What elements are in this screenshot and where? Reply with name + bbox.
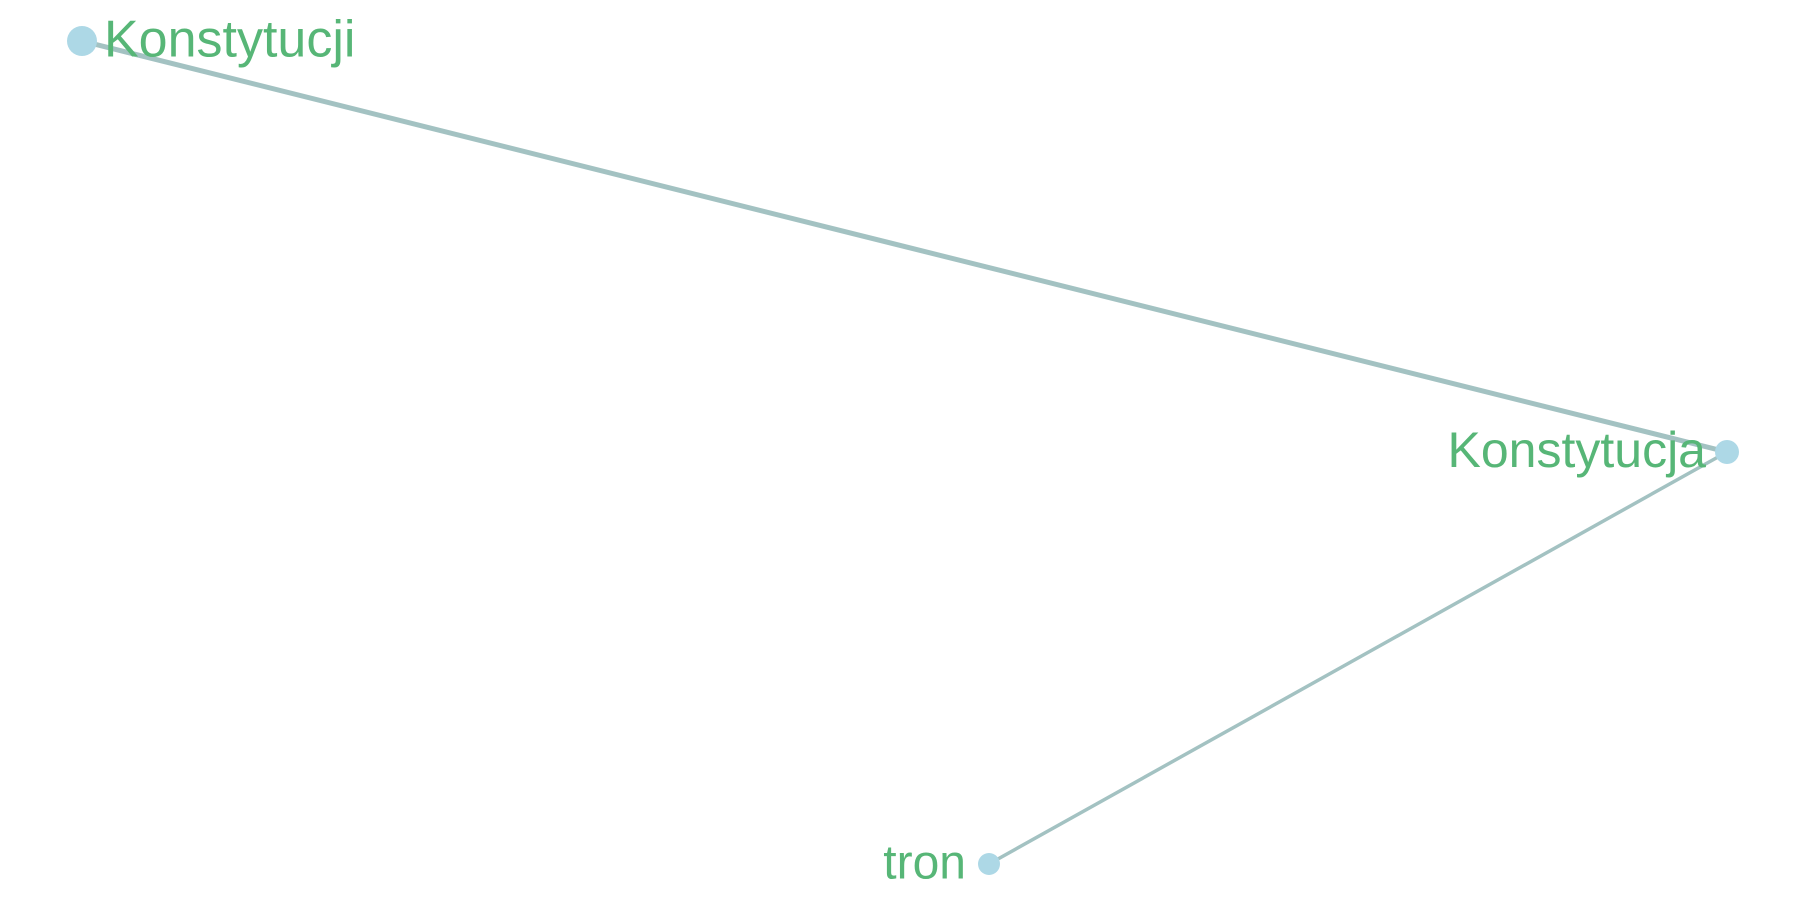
node-dot <box>1715 440 1739 464</box>
node-label-tron: tron <box>883 837 966 890</box>
nodes-layer: Konstytucji Konstytucja tron <box>67 11 1739 890</box>
node-label-konstytucji: Konstytucji <box>104 11 355 69</box>
node-konstytucja[interactable]: Konstytucja <box>1448 422 1739 478</box>
node-label-konstytucja: Konstytucja <box>1448 422 1707 478</box>
node-konstytucji[interactable]: Konstytucji <box>67 11 355 69</box>
edges-layer <box>79 38 1730 866</box>
edge-konstytucja-tron <box>987 450 1729 866</box>
node-dot <box>67 26 97 56</box>
node-dot <box>978 853 1000 875</box>
edge-konstytucji-konstytucja <box>79 38 1730 455</box>
node-tron[interactable]: tron <box>883 837 1000 890</box>
